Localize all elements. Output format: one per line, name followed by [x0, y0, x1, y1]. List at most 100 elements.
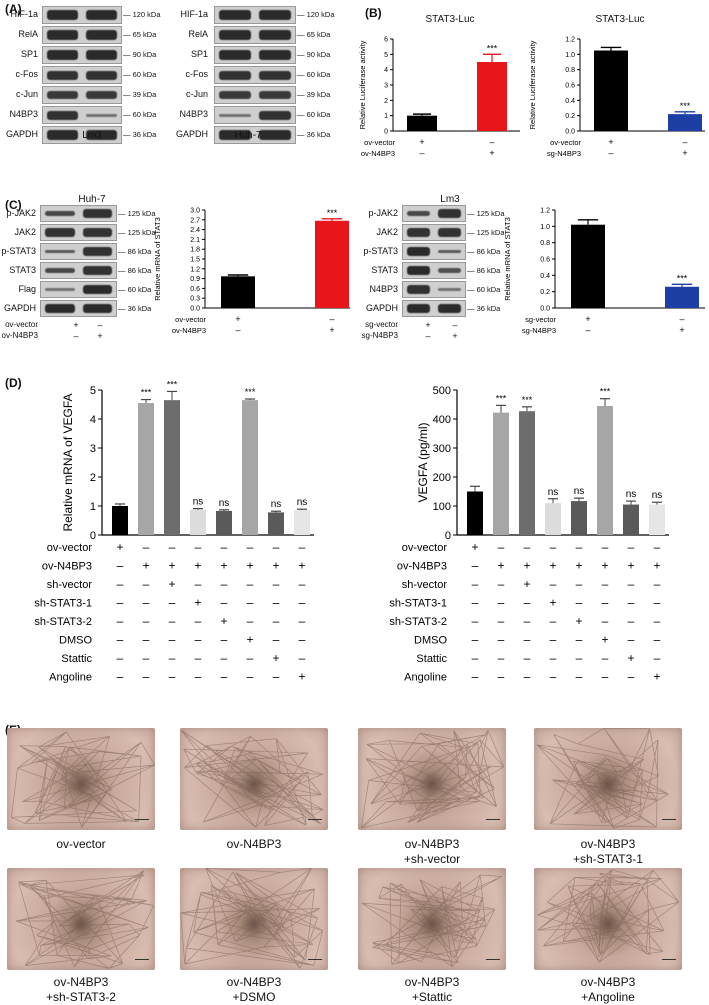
image-caption: ov-N4BP3 — [174, 837, 334, 852]
y-tick-label: 1.0 — [565, 52, 575, 59]
significance-label: *** — [680, 101, 691, 111]
blot-strip — [214, 6, 296, 24]
panel-label-a: (A) — [5, 2, 22, 16]
y-tick-label: 2.1 — [190, 237, 200, 244]
condition-sign: – — [299, 577, 306, 591]
condition-sign: – — [628, 540, 635, 554]
condition-label: Angoline — [49, 672, 92, 684]
condition-sign: + — [627, 651, 634, 665]
western-blot-lm3-stat3: p-JAK2 — 125 kDa JAK2 — 125 kDa p-STAT3 — 86 … — [358, 205, 508, 345]
condition-sign: + — [471, 540, 478, 554]
kda-label: — 86 kDa — [467, 266, 501, 275]
panel-label-d: (D) — [5, 376, 22, 390]
significance-label: *** — [677, 273, 688, 283]
protein-band — [82, 247, 112, 256]
kda-label: — 125 kDa — [467, 228, 505, 237]
vessel-lines — [180, 868, 324, 969]
bar — [138, 403, 154, 535]
caption-line: ov-N4BP3 — [226, 975, 282, 989]
chart-title: STAT3-Luc — [425, 14, 475, 25]
caption-line: ov-N4BP3 — [580, 837, 636, 851]
condition-sign: – — [472, 596, 479, 610]
protein-band — [45, 210, 75, 217]
condition-sign: – — [628, 577, 635, 591]
bar — [268, 512, 284, 535]
condition-label: sh-STAT3-1 — [34, 598, 92, 610]
protein-band — [259, 110, 291, 120]
protein-label: GAPDH — [175, 129, 208, 139]
blot-condition-sign: – — [97, 320, 103, 330]
bar — [545, 503, 561, 535]
condition-sign: + — [246, 633, 253, 647]
y-tick-label: 200 — [433, 472, 451, 484]
condition-sign: + — [653, 559, 660, 573]
protein-band — [47, 110, 78, 120]
blot-strip — [40, 281, 117, 298]
blot-condition-sign: + — [452, 331, 458, 341]
significance-label: ns — [271, 499, 282, 510]
y-tick-label: 0.0 — [565, 129, 575, 136]
bar — [477, 62, 507, 131]
condition-sign: + — [575, 559, 582, 573]
protein-label: SP1 — [190, 49, 208, 59]
condition-sign: – — [498, 596, 505, 610]
condition-sign: – — [273, 540, 280, 554]
kda-label: — 60 kDa — [123, 70, 157, 79]
condition-sign: – — [550, 614, 557, 628]
scale-bar — [662, 959, 676, 960]
protein-band — [47, 50, 78, 60]
significance-label: *** — [522, 395, 533, 405]
y-tick-label: 5 — [384, 52, 388, 59]
y-tick-label: 0.0 — [190, 306, 200, 313]
protein-band — [45, 267, 75, 274]
kda-label: — 86 kDa — [118, 247, 152, 256]
tube-formation-image — [358, 868, 506, 970]
protein-band — [82, 285, 112, 294]
kda-label: — 36 kDa — [118, 304, 152, 313]
vessel-lines — [536, 728, 669, 829]
condition-sign: – — [498, 577, 505, 591]
condition-sign: – — [117, 633, 124, 647]
blot-strip — [214, 86, 296, 104]
condition-sign: – — [143, 596, 150, 610]
protein-band — [219, 70, 251, 80]
condition-sign: – — [498, 540, 505, 554]
kda-label: — 60 kDa — [297, 70, 331, 79]
condition-sign: – — [602, 651, 609, 665]
condition-sign: – — [299, 540, 306, 554]
condition-sign: – — [247, 614, 254, 628]
protein-band — [407, 228, 430, 237]
condition-sign: – — [117, 596, 124, 610]
scale-bar — [486, 819, 500, 820]
bar-chart-luciferase-sg: 0.0 0.2 0.4 0.6 0.8 1.0 1.2 Relative Luciferase… — [528, 37, 705, 158]
protein-band — [82, 209, 112, 218]
significance-label: *** — [141, 388, 152, 398]
y-tick-label: 0.9 — [190, 276, 200, 283]
condition-sign: – — [143, 651, 150, 665]
condition-sign: – — [585, 325, 590, 335]
bar-chart-stat3-sg: 0.0 0.2 0.4 0.6 0.8 1.0 1.2 Relative mRNA of ST… — [503, 208, 705, 335]
protein-band — [219, 113, 251, 117]
protein-band — [86, 113, 117, 117]
condition-sign: – — [195, 670, 202, 684]
image-caption: ov-N4BP3 +sh-STAT3-2 — [1, 975, 161, 1005]
condition-label: ov-vector — [364, 138, 395, 147]
condition-sign: + — [608, 137, 613, 147]
bar — [294, 510, 310, 535]
condition-sign: – — [117, 577, 124, 591]
condition-sign: + — [220, 559, 227, 573]
protein-label: HIF-1a — [180, 9, 208, 19]
condition-sign: + — [272, 559, 279, 573]
protein-band — [86, 50, 117, 60]
protein-band — [86, 30, 117, 40]
condition-sign: + — [419, 137, 424, 147]
y-tick-label: 1.2 — [540, 208, 550, 215]
protein-label: c-Fos — [15, 69, 39, 79]
condition-sign: – — [221, 577, 228, 591]
blot-strip — [42, 126, 122, 144]
protein-band — [47, 70, 78, 80]
condition-sign: – — [143, 670, 150, 684]
protein-band — [82, 228, 112, 237]
protein-band — [438, 209, 461, 218]
chart-title: STAT3-Luc — [595, 14, 645, 25]
